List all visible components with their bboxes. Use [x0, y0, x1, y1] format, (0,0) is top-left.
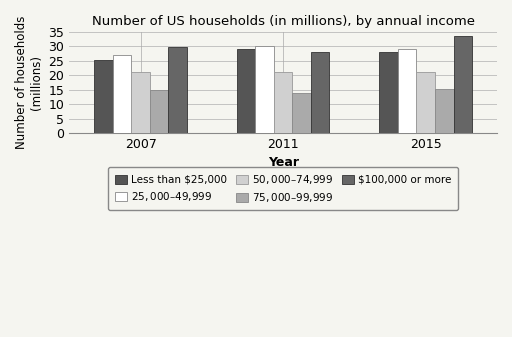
Bar [292, 93, 311, 133]
Title: Number of US households (in millions), by annual income: Number of US households (in millions), b… [92, 15, 475, 28]
Legend: Less than $25,000, $25,000–$49,999, $50,000–$74,999, $75,000–$99,999, $100,000 o: Less than $25,000, $25,000–$49,999, $50,… [109, 166, 458, 210]
Bar [94, 60, 113, 133]
Y-axis label: Number of households
(millions): Number of households (millions) [15, 16, 43, 149]
Bar [113, 55, 131, 133]
Bar [379, 52, 398, 133]
Bar [255, 47, 274, 133]
Bar [454, 36, 472, 133]
Bar [168, 47, 187, 133]
X-axis label: Year: Year [268, 156, 298, 170]
Bar [416, 72, 435, 133]
Bar [398, 49, 416, 133]
Bar [435, 89, 454, 133]
Bar [274, 72, 292, 133]
Bar [131, 72, 150, 133]
Bar [237, 49, 255, 133]
Bar [311, 52, 330, 133]
Bar [150, 90, 168, 133]
